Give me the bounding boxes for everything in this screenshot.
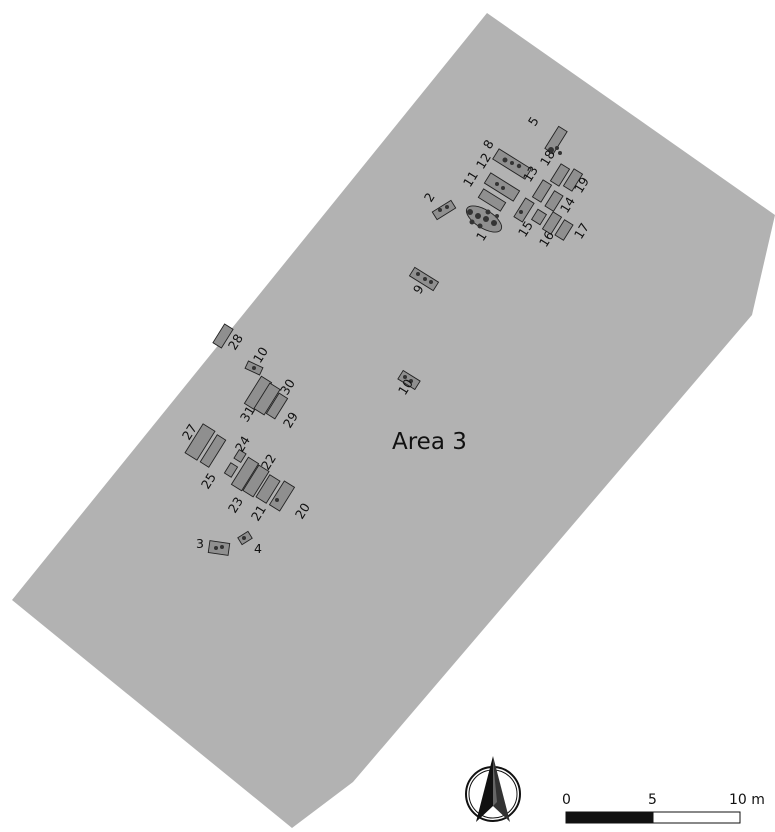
feature-29 (265, 392, 289, 420)
scale-tick-10: 10 m (729, 792, 765, 808)
feature-finds (214, 146, 562, 550)
feature-9 (397, 369, 421, 391)
label-24: 24 (232, 433, 253, 454)
feature-2 (431, 199, 457, 221)
scale-bar: 0 5 10 m (562, 792, 765, 824)
feature-16a (530, 208, 548, 226)
label-20: 20 (292, 500, 313, 521)
label-22: 22 (258, 451, 279, 472)
label-28: 28 (225, 331, 246, 352)
feature-27 (184, 423, 216, 461)
label-18: 18 (537, 147, 558, 168)
label-15: 15 (515, 218, 536, 239)
label-17: 17 (571, 220, 592, 241)
label-27: 27 (179, 421, 200, 442)
scale-tick-5: 5 (648, 792, 657, 808)
scale-tick-0: 0 (562, 792, 571, 808)
label-25: 25 (198, 470, 219, 491)
label-30: 30 (277, 376, 298, 397)
feature-25 (199, 434, 227, 468)
label-19: 19 (571, 174, 592, 195)
label-29: 29 (280, 409, 301, 430)
feature-24b (223, 462, 239, 478)
feature-30 (253, 382, 281, 416)
label-11: 11 (460, 168, 481, 189)
feature-13b (531, 179, 553, 203)
area-polygon (12, 13, 775, 828)
feature-20 (268, 480, 296, 512)
label-3: 3 (196, 536, 204, 551)
feature-19 (562, 168, 584, 192)
label-13: 13 (520, 163, 541, 184)
feature-17 (554, 219, 574, 241)
label-16: 16 (536, 228, 557, 249)
feature-28 (212, 323, 234, 349)
feature-23 (230, 456, 260, 492)
label-9: 10 (395, 376, 416, 397)
feature-18 (549, 163, 571, 187)
feature-24 (233, 449, 247, 463)
feature-14 (544, 190, 564, 212)
label-4: 4 (254, 541, 262, 556)
label-31: 31 (237, 403, 258, 424)
feature-22 (242, 464, 270, 498)
feature-21 (255, 474, 281, 504)
feature-3 (207, 540, 231, 556)
feature-labels: 5 8 12 11 13 18 19 14 2 1 15 16 17 9 10 … (179, 114, 592, 556)
label-14: 14 (557, 194, 578, 215)
north-arrow-icon (465, 756, 521, 822)
label-12: 12 (473, 150, 494, 171)
feature-16 (541, 211, 563, 235)
label-21: 21 (248, 502, 269, 523)
area-label: Area 3 (392, 429, 467, 455)
label-ten: 10 (250, 344, 271, 365)
feature-15 (513, 197, 535, 223)
feature-11 (477, 188, 507, 212)
label-23: 23 (225, 494, 246, 515)
